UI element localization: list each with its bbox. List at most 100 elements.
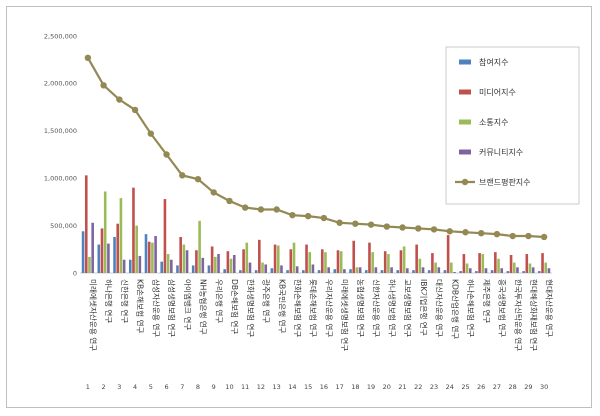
bar [154, 236, 157, 273]
line-point [383, 223, 390, 230]
bar [478, 253, 481, 273]
x-category-label: 하나손해보험 연구 [466, 279, 476, 337]
bar [538, 271, 541, 273]
bar [333, 269, 337, 273]
bar [232, 254, 236, 273]
x-number-label: 25 [461, 383, 469, 391]
bar [541, 253, 544, 273]
bar [431, 253, 434, 273]
bar [128, 259, 132, 273]
x-category-label: 흥국생명보험 연구 [498, 279, 508, 337]
bar [103, 191, 107, 273]
x-category-label: 삼성자산운용 연구 [151, 279, 161, 337]
legend-entry: 미디어지수 [479, 87, 516, 97]
bar [81, 231, 85, 273]
x-category-label: NH농협은행 연구 [199, 279, 209, 335]
bar [324, 252, 327, 273]
x-category-label: KB국민은행 연구 [277, 279, 287, 334]
bar [302, 270, 305, 273]
x-category-label: 한화손해보험 연구 [293, 279, 303, 337]
line-point [257, 206, 265, 213]
bar [239, 270, 242, 273]
line-point [352, 220, 359, 227]
bar [107, 243, 110, 273]
line-point [304, 212, 312, 220]
bar [132, 187, 135, 273]
bar [443, 270, 447, 273]
bar [371, 252, 374, 273]
bar [368, 242, 371, 273]
line-point [100, 82, 107, 89]
y-axis: 0 500,000 1,000,000 1,500,000 2,000,000 2,500… [44, 32, 552, 277]
bar [434, 262, 437, 273]
legend-swatch [459, 59, 471, 65]
bar [195, 250, 198, 273]
bar [399, 250, 403, 273]
x-category-label: 아이엠뱅크 연구 [183, 279, 193, 330]
y-tick-label: 1,500,000 [44, 127, 77, 135]
bar [418, 258, 422, 273]
line-point [273, 206, 280, 213]
x-category-label: 한화생명보험 연구 [246, 279, 256, 337]
bar [113, 236, 116, 273]
x-number-label: 6 [164, 383, 168, 391]
bar [276, 245, 280, 273]
line-point [446, 228, 453, 235]
bar [525, 254, 529, 273]
bar [343, 269, 346, 273]
line-point [462, 229, 469, 236]
x-category-label: 현대해상화재보험 연구 [529, 279, 539, 351]
bar [427, 270, 431, 273]
line-point [194, 175, 202, 183]
bar [453, 272, 456, 273]
bar [151, 242, 154, 273]
bar [210, 246, 214, 273]
legend-swatch [459, 89, 471, 95]
x-category-label: 현대자산운용 연구 [545, 279, 555, 337]
line-point [131, 106, 139, 114]
bar [280, 265, 283, 273]
x-number-label: 22 [414, 383, 422, 391]
bar [320, 249, 324, 273]
x-category-label: 우리자산운용 연구 [324, 279, 334, 337]
legend-marker [461, 178, 469, 186]
bar [415, 244, 418, 273]
x-number-label: 20 [383, 383, 391, 391]
bar [226, 251, 230, 273]
bar [465, 263, 469, 273]
y-tick-label: 1,000,000 [44, 175, 77, 183]
x-category-label: 우리은행 연구 [214, 279, 224, 323]
x-category-label: IBK기업은행 연구 [419, 279, 429, 336]
bar [364, 270, 368, 273]
x-number-label: 27 [493, 383, 501, 391]
bar [490, 270, 494, 273]
bar [355, 267, 359, 273]
x-number-label: 30 [540, 383, 548, 391]
line-point [367, 221, 375, 228]
bar [97, 244, 101, 273]
line-point [540, 233, 548, 241]
bar [292, 242, 296, 273]
x-number-label: 15 [304, 383, 312, 391]
bar [135, 225, 138, 273]
x-number-label: 7 [180, 383, 184, 391]
bar [179, 236, 182, 273]
brand-reputation-chart: 0 500,000 1,000,000 1,500,000 2,000,000 2,500… [44, 32, 580, 391]
legend-entry: 참여지수 [479, 57, 508, 67]
x-number-label: 9 [212, 383, 216, 391]
bar [163, 199, 167, 273]
line-point [242, 204, 249, 211]
line-point [478, 229, 485, 237]
bar [100, 228, 104, 273]
bar [273, 244, 277, 273]
legend-entry: 브랜드평판지수 [479, 177, 531, 187]
bar [494, 252, 497, 273]
bar [500, 268, 504, 273]
bar [138, 255, 142, 273]
bar [286, 270, 289, 273]
bars-layer [81, 175, 551, 273]
line-point [415, 225, 422, 232]
bar [481, 254, 485, 273]
y-tick-label: 0 [73, 269, 77, 277]
line-point [210, 189, 217, 196]
